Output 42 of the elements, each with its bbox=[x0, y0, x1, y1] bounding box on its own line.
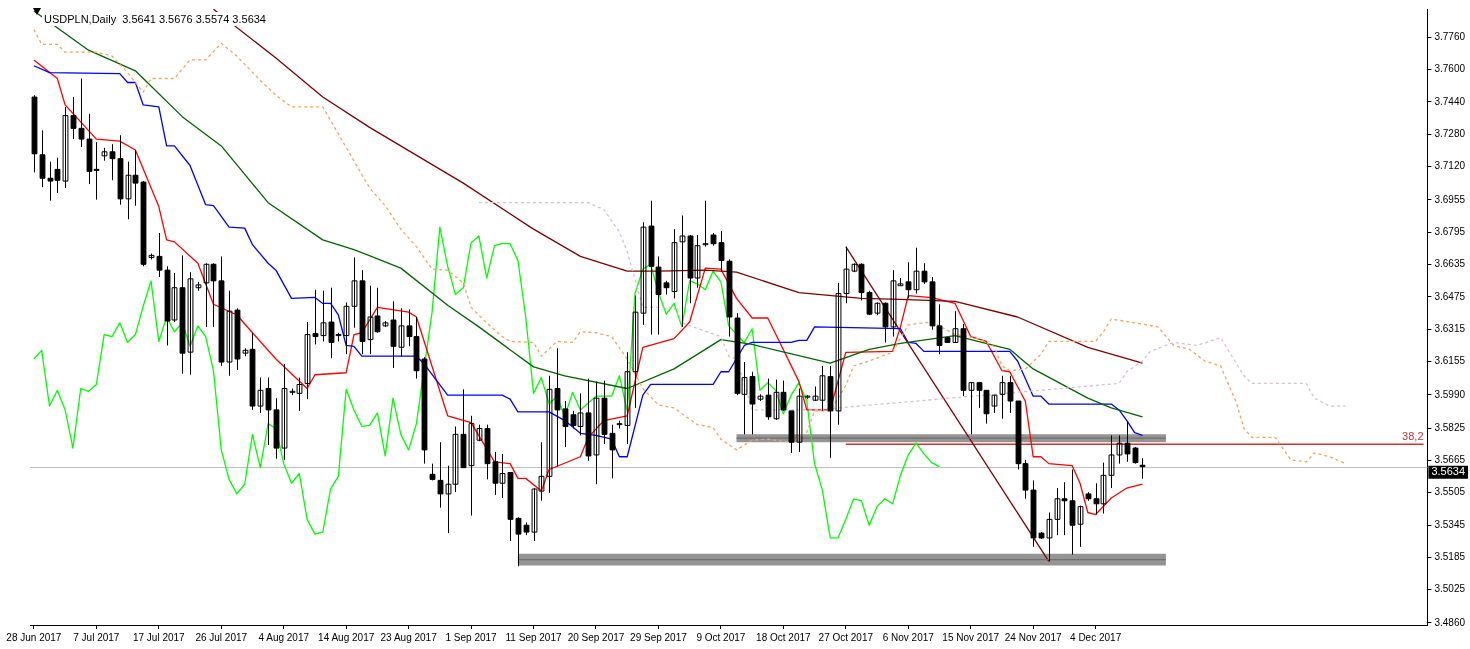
y-tick-label: 3.6635 bbox=[1434, 258, 1466, 270]
series-label: 38,2 bbox=[1402, 429, 1424, 442]
x-tick-label: 23 Aug 2017 bbox=[380, 631, 438, 643]
y-tick-label: 3.5825 bbox=[1434, 421, 1466, 433]
y-tick-label: 3.4860 bbox=[1434, 616, 1466, 628]
x-tick-label: 4 Dec 2017 bbox=[1070, 631, 1122, 643]
y-tick-label: 3.6795 bbox=[1434, 225, 1466, 237]
y-tick-label: 3.5505 bbox=[1434, 486, 1466, 498]
y-tick-label: 3.5185 bbox=[1434, 551, 1466, 563]
y-tick-label: 3.7760 bbox=[1434, 31, 1466, 43]
y-tick-label: 3.7440 bbox=[1434, 95, 1466, 107]
y-tick-label: 3.5025 bbox=[1434, 583, 1466, 595]
y-tick-label: 3.5990 bbox=[1434, 388, 1466, 400]
y-tick-label: 3.6955 bbox=[1434, 193, 1466, 205]
x-tick-label: 26 Jul 2017 bbox=[195, 631, 248, 643]
y-tick-label: 3.6475 bbox=[1434, 290, 1466, 302]
x-tick-label: 6 Nov 2017 bbox=[882, 631, 935, 643]
x-tick-label: 9 Oct 2017 bbox=[696, 631, 746, 643]
x-tick-label: 1 Sep 2017 bbox=[445, 631, 498, 643]
x-tick-label: 4 Aug 2017 bbox=[258, 631, 310, 643]
x-tick-label: 18 Oct 2017 bbox=[756, 631, 812, 643]
y-tick-label: 3.7120 bbox=[1434, 160, 1466, 172]
y-tick-label: 3.6315 bbox=[1434, 322, 1466, 334]
x-tick-label: 29 Sep 2017 bbox=[630, 631, 688, 643]
line-series bbox=[478, 202, 1347, 411]
x-tick-label: 20 Sep 2017 bbox=[567, 631, 625, 643]
y-tick-label: 3.6155 bbox=[1434, 355, 1466, 367]
x-tick-label: 15 Nov 2017 bbox=[942, 631, 1000, 643]
ref-line-label: 3.5634 bbox=[1431, 465, 1466, 478]
y-tick-label: 3.7600 bbox=[1434, 63, 1466, 75]
x-tick-label: 17 Jul 2017 bbox=[132, 631, 186, 643]
chart-title: USDPLN,Daily 3.5641 3.5676 3.5574 3.5634 bbox=[44, 12, 266, 25]
y-tick-label: 3.5665 bbox=[1434, 454, 1466, 466]
x-tick-label: 24 Nov 2017 bbox=[1004, 631, 1062, 643]
x-tick-label: 28 Jun 2017 bbox=[6, 631, 62, 643]
y-tick-label: 3.7280 bbox=[1434, 127, 1466, 139]
x-tick-label: 27 Oct 2017 bbox=[818, 631, 874, 643]
y-tick-label: 3.5345 bbox=[1434, 518, 1466, 530]
line-series bbox=[33, 28, 1347, 465]
x-tick-label: 7 Jul 2017 bbox=[73, 631, 120, 643]
x-tick-label: 14 Aug 2017 bbox=[318, 631, 375, 643]
x-tick-label: 11 Sep 2017 bbox=[505, 631, 562, 643]
